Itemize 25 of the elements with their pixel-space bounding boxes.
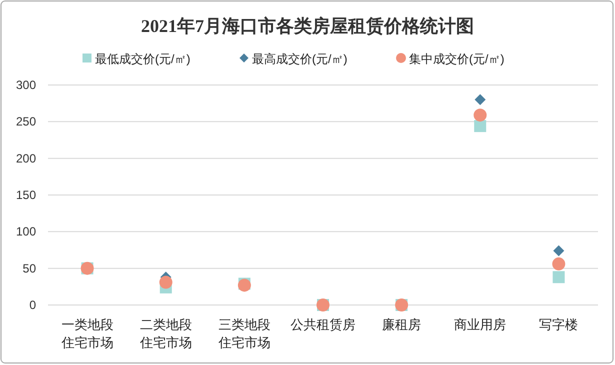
point xyxy=(474,120,486,132)
x-tick-label: 公共租赁房 xyxy=(290,317,356,332)
y-tick-label: 150 xyxy=(16,188,36,202)
y-tick-label: 200 xyxy=(16,151,36,166)
point xyxy=(552,257,566,270)
chart-title: 2021年7月海口市各类房屋租赁价格统计图 xyxy=(141,16,474,36)
point xyxy=(552,271,565,284)
point xyxy=(474,108,487,122)
point xyxy=(159,276,172,289)
x-tick-label: 写字楼 xyxy=(539,317,578,332)
legend-label: 最高成交价(元/㎡) xyxy=(252,52,348,66)
y-tick-label: 0 xyxy=(29,298,36,312)
y-tick-label: 250 xyxy=(16,114,36,129)
x-tick-label: 一类地段住宅市场 xyxy=(60,317,114,350)
y-tick-label: 50 xyxy=(22,261,36,276)
x-tick-label: 二类地段住宅市场 xyxy=(138,317,192,350)
x-tick-label: 商业用房 xyxy=(454,317,506,332)
y-tick-label: 300 xyxy=(16,78,36,92)
point xyxy=(474,94,486,106)
point xyxy=(553,245,564,256)
legend-label: 最低成交价(元/㎡) xyxy=(95,52,190,66)
x-tick-label: 三类地段住宅市场 xyxy=(217,317,270,350)
y-tick-label: 100 xyxy=(16,224,36,239)
legend-label: 集中成交价(元/㎡) xyxy=(409,52,504,66)
x-tick-label: 廉租房 xyxy=(382,317,422,332)
